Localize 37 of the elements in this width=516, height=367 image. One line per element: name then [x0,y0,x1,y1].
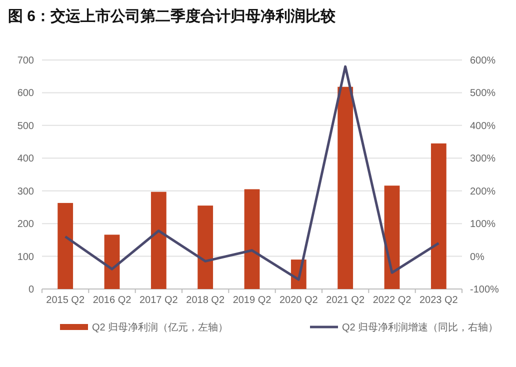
y-tick-label: 300 [17,186,34,198]
x-tick-label: 2016 Q2 [92,295,132,306]
bar [384,186,400,289]
bar [58,202,74,289]
y-tick-label: 500 [17,120,34,132]
x-tick-label: 2019 Q2 [232,295,272,306]
bar [338,86,354,289]
x-tick-label: 2023 Q2 [419,295,458,306]
bar [150,192,166,289]
y-tick-label: 0 [28,284,34,296]
y-tick-label: 600 [17,88,34,100]
x-tick-label: 2022 Q2 [372,295,412,306]
x-tick-label: 2020 Q2 [279,295,318,306]
bar [244,189,260,289]
y2-tick-label: 500% [470,88,496,100]
bar [430,143,446,289]
y-tick-label: 700 [17,56,34,66]
y2-tick-label: 300% [470,154,496,165]
y-tick-label: 400 [17,154,34,165]
y2-tick-label: 600% [470,56,496,66]
y-tick-label: 200 [17,219,34,230]
y2-tick-label: 400% [470,120,496,132]
y-tick-label: 100 [17,252,34,263]
x-tick-label: 2018 Q2 [186,295,225,306]
bar [104,234,120,289]
x-tick-label: 2021 Q2 [326,295,365,306]
bar [198,206,214,289]
y2-tick-label: -100% [470,284,500,296]
line-series [64,65,440,281]
x-tick-label: 2017 Q2 [139,295,178,306]
y2-tick-label: 100% [470,219,496,230]
chart-title: 图 6：交运上市公司第二季度合计归母净利润比较 [8,7,337,25]
x-tick-label: 2015 Q2 [46,295,85,306]
legend-label: Q2 归母净利润增速（同比，右轴） [342,322,498,334]
y2-tick-label: 200% [470,186,496,198]
y2-tick-label: 0% [470,252,485,263]
legend-label: Q2 归母净利润（亿元，左轴） [92,322,228,334]
